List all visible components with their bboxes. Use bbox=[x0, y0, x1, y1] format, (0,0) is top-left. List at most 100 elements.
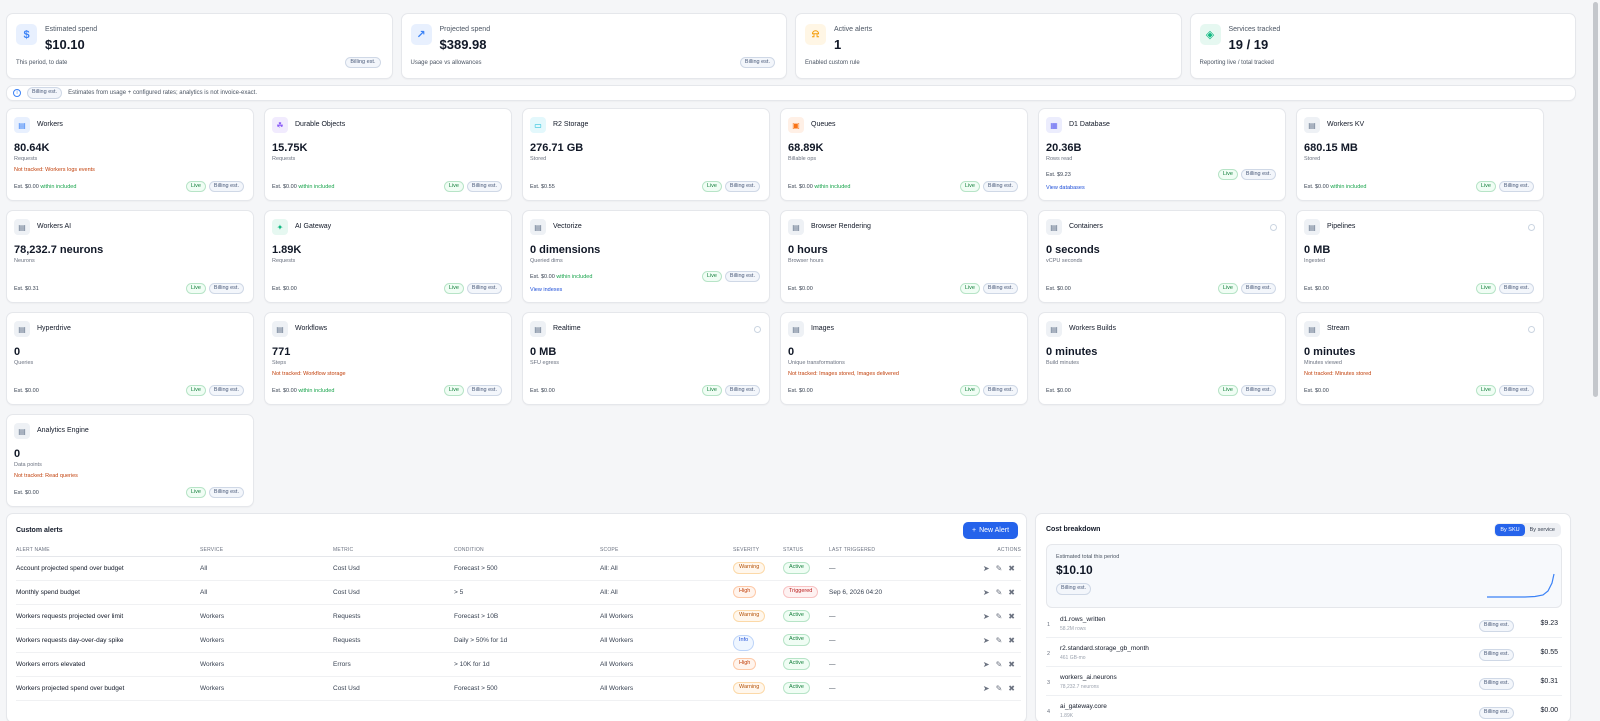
alerts-table: ALERT NAME SERVICE METRIC CONDITION SCOPE SEV… bbox=[16, 544, 1021, 701]
billing-pill: Billing est. bbox=[1498, 282, 1534, 294]
edit-icon[interactable]: ✎ bbox=[995, 635, 1009, 645]
edit-icon[interactable]: ✎ bbox=[995, 611, 1009, 621]
alert-name: Workers errors elevated bbox=[16, 652, 200, 677]
service-card-stream: ▤ Stream 0 minutes Minutes viewed Not tracke… bbox=[1296, 312, 1544, 405]
severity-badge: High bbox=[733, 658, 757, 670]
service-value: 20.36B bbox=[1046, 142, 1082, 154]
service-value: 1.89K bbox=[272, 244, 302, 256]
severity-badge: High bbox=[733, 586, 757, 598]
ai-gateway-icon: ✦ bbox=[272, 219, 288, 235]
estimate-amount: Est. $0.00 bbox=[1046, 286, 1071, 292]
live-pill: Live bbox=[185, 180, 206, 192]
status-cell: Triggered bbox=[783, 580, 829, 605]
severity-badge: Warning bbox=[733, 562, 766, 574]
summary-value: $10.10 bbox=[45, 37, 85, 52]
cost-title: Cost breakdown bbox=[1046, 526, 1101, 533]
service-value: 771 bbox=[272, 346, 291, 358]
estimate-amount: Est. $0.00 bbox=[788, 286, 813, 292]
service-card-d1-database: ▦ D1 Database 20.36B Rows read Est. $9.23 Vie… bbox=[1038, 108, 1286, 201]
trash-icon[interactable]: ✖ bbox=[1008, 611, 1021, 621]
summary-label: Estimated spend bbox=[45, 26, 98, 33]
send-test-icon[interactable]: ➤ bbox=[982, 683, 996, 693]
service-pills: Live Billing est. bbox=[443, 282, 502, 294]
realtime-icon: ▤ bbox=[530, 321, 546, 337]
send-test-icon[interactable]: ➤ bbox=[982, 611, 996, 621]
service-name: Vectorize bbox=[553, 223, 582, 230]
live-pill: Live bbox=[443, 384, 464, 396]
table-row[interactable]: Workers errors elevated Workers Errors > 10… bbox=[16, 652, 1021, 677]
service-estimate: Est. $0.00 bbox=[530, 388, 555, 394]
edit-icon[interactable]: ✎ bbox=[995, 683, 1009, 693]
tab-by-sku[interactable]: By SKU bbox=[1495, 524, 1525, 536]
send-test-icon[interactable]: ➤ bbox=[982, 587, 996, 597]
billing-pill: Billing est. bbox=[208, 384, 244, 396]
edit-icon[interactable]: ✎ bbox=[995, 563, 1009, 573]
column-header: CONDITION bbox=[454, 544, 600, 557]
edit-icon[interactable]: ✎ bbox=[995, 587, 1009, 597]
service-unit: vCPU seconds bbox=[1046, 258, 1083, 264]
summary-label: Projected spend bbox=[439, 26, 491, 33]
tab-by-service[interactable]: By service bbox=[1529, 527, 1555, 533]
sku-row: 1 d1.rows_written 58.2M rows Billing est. $9… bbox=[1046, 610, 1562, 638]
status-cell: Active bbox=[783, 628, 829, 653]
service-pills: Live Billing est. bbox=[701, 180, 760, 192]
page-scrollbar[interactable] bbox=[1593, 2, 1598, 397]
service-card-pipelines: ▤ Pipelines 0 MB Ingested Est. $0.00 Live Bill… bbox=[1296, 210, 1544, 303]
service-pills: Live Billing est. bbox=[1475, 282, 1534, 294]
dollar-icon: $ bbox=[16, 24, 37, 45]
column-header: ACTIONS bbox=[939, 544, 1021, 557]
trash-icon[interactable]: ✖ bbox=[1008, 659, 1021, 669]
table-row[interactable]: Account projected spend over budget All Co… bbox=[16, 556, 1021, 581]
new-alert-button[interactable]: + New Alert bbox=[963, 522, 1018, 539]
service-value: 15.75K bbox=[272, 142, 308, 154]
table-row[interactable]: Workers projected spend over budget Worke… bbox=[16, 676, 1021, 701]
estimate-amount: Est. $0.00 bbox=[530, 388, 555, 394]
hyperdrive-icon: ▤ bbox=[14, 321, 30, 337]
alert-name: Monthly spend budget bbox=[16, 580, 200, 605]
service-pills: Live Billing est. bbox=[185, 180, 244, 192]
summary-label: Services tracked bbox=[1228, 26, 1281, 33]
send-test-icon[interactable]: ➤ bbox=[982, 659, 996, 669]
not-tracked-note: Not tracked: Images stored, Images deliv… bbox=[788, 371, 899, 377]
total-pill: Billing est. bbox=[1056, 583, 1092, 595]
last-triggered: — bbox=[829, 556, 939, 581]
service-estimate: Est. $0.00 bbox=[788, 286, 813, 292]
status-badge: Active bbox=[783, 610, 810, 622]
sku-rank: 4 bbox=[1047, 709, 1051, 715]
view-link[interactable]: View indexes bbox=[530, 287, 563, 293]
alert-condition: > 10K for 1d bbox=[454, 652, 600, 677]
table-row[interactable]: Workers requests projected over limit Wor… bbox=[16, 604, 1021, 629]
billing-pill: Billing est. bbox=[982, 180, 1018, 192]
live-pill: Live bbox=[1217, 384, 1238, 396]
sku-rank: 3 bbox=[1047, 680, 1051, 686]
table-row[interactable]: Monthly spend budget All Cost Usd > 5 All: A… bbox=[16, 580, 1021, 605]
send-test-icon[interactable]: ➤ bbox=[982, 563, 996, 573]
status-cell: Active bbox=[783, 652, 829, 677]
billing-pill: Billing est. bbox=[1478, 707, 1514, 719]
trash-icon[interactable]: ✖ bbox=[1008, 635, 1021, 645]
trash-icon[interactable]: ✖ bbox=[1008, 683, 1021, 693]
service-pills: Live Billing est. bbox=[1475, 384, 1534, 396]
service-name: Workflows bbox=[295, 325, 328, 332]
trash-icon[interactable]: ✖ bbox=[1008, 563, 1021, 573]
layers-icon: ◈ bbox=[1199, 24, 1221, 45]
view-link[interactable]: View databases bbox=[1046, 185, 1085, 191]
live-pill: Live bbox=[1475, 180, 1496, 192]
last-triggered: — bbox=[829, 652, 939, 677]
send-test-icon[interactable]: ➤ bbox=[982, 635, 996, 645]
alert-scope: All Workers bbox=[600, 652, 733, 677]
alert-metric: Requests bbox=[333, 604, 454, 629]
service-unit: Requests bbox=[272, 156, 296, 162]
edit-icon[interactable]: ✎ bbox=[995, 659, 1009, 669]
not-tracked-note: Not tracked: Workers logs events bbox=[14, 167, 95, 173]
service-card-realtime: ▤ Realtime 0 MB SFU egress Est. $0.00 Live Bil… bbox=[522, 312, 770, 405]
service-card-browser-rendering: ▤ Browser Rendering 0 hours Browser hours Es… bbox=[780, 210, 1028, 303]
service-pills: Live Billing est. bbox=[701, 270, 760, 282]
table-row[interactable]: Workers requests day-over-day spike Worke… bbox=[16, 628, 1021, 653]
service-unit: Stored bbox=[1304, 156, 1321, 162]
live-pill: Live bbox=[701, 180, 722, 192]
trash-icon[interactable]: ✖ bbox=[1008, 587, 1021, 597]
service-pills: Live Billing est. bbox=[701, 384, 760, 396]
column-header: SEVERITY bbox=[733, 544, 783, 557]
r2-storage-icon: ▭ bbox=[530, 117, 546, 133]
